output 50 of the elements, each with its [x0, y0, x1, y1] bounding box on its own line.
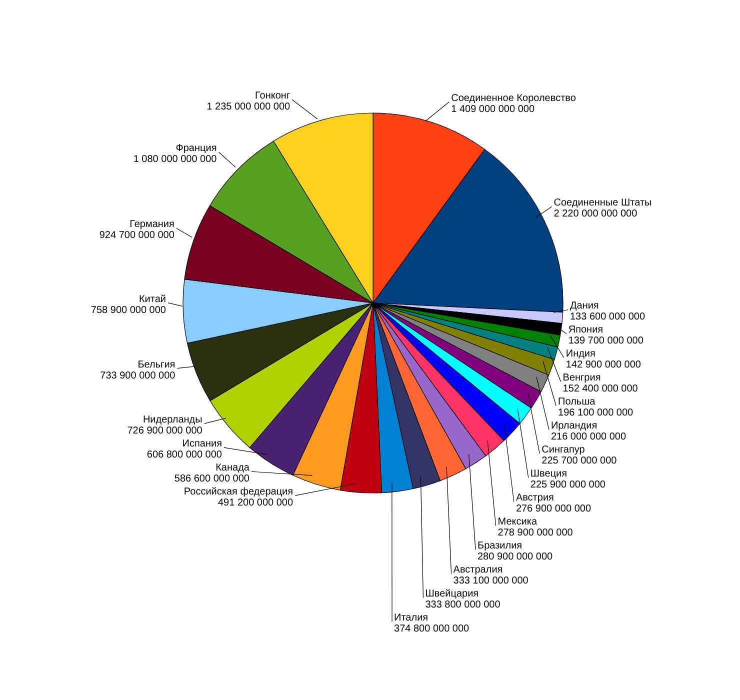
- slice-label: Франция: [176, 143, 217, 154]
- data-label: 1 235 000 000 000: [206, 102, 291, 113]
- slice-label: Российская федерация: [184, 486, 294, 498]
- slice-label: Бразилия: [478, 540, 522, 552]
- slice-label: Соединенные Штаты: [554, 198, 652, 209]
- slice-label: Швейцария: [425, 588, 479, 600]
- slice-label: Китай: [138, 294, 166, 305]
- data-label: 276 900 000 000: [516, 504, 592, 515]
- data-label: 225 900 000 000: [530, 480, 606, 491]
- data-label: 196 100 000 000: [558, 408, 634, 419]
- data-label: 133 600 000 000: [570, 312, 646, 323]
- slice-label: Италия: [394, 612, 428, 624]
- data-label: 586 600 000 000: [174, 474, 250, 485]
- slice-label: Австрия: [516, 492, 554, 504]
- slice-label: Япония: [568, 324, 604, 336]
- data-label: 225 700 000 000: [542, 456, 618, 467]
- slice-label: Австралия: [453, 564, 503, 576]
- data-label: 491 200 000 000: [218, 498, 294, 509]
- data-label: 333 100 000 000: [453, 576, 529, 587]
- slice-label: Испания: [182, 438, 222, 450]
- data-label: 139 700 000 000: [568, 336, 644, 347]
- data-label: 606 800 000 000: [146, 450, 222, 461]
- slice-label: Дания: [570, 300, 599, 312]
- data-label: 152 400 000 000: [562, 384, 638, 395]
- slice-label: Мексика: [498, 516, 538, 528]
- data-label: 1 080 000 000 000: [133, 154, 218, 166]
- slice-label: Сингапур: [542, 444, 586, 456]
- data-label: 924 700 000 000: [99, 230, 175, 242]
- data-label: 1 409 000 000 000: [451, 104, 535, 115]
- data-label: 374 800 000 000: [394, 624, 470, 635]
- slice-label: Венгрия: [562, 372, 601, 384]
- data-label: 726 900 000 000: [127, 426, 203, 437]
- slice-label: Германия: [130, 219, 174, 230]
- slice-label: Бельгия: [138, 359, 176, 370]
- data-label: 733 900 000 000: [100, 370, 176, 382]
- slice-label: Канада: [216, 462, 250, 474]
- data-label: 142 900 000 000: [566, 360, 642, 371]
- data-label: 333 800 000 000: [425, 600, 501, 611]
- slice-label: Соединенное Королевство: [451, 92, 576, 104]
- data-label: 758 900 000 000: [90, 304, 166, 316]
- data-label: 2 220 000 000 000: [554, 208, 638, 220]
- data-label: 216 000 000 000: [550, 432, 626, 443]
- slice-label: Индия: [566, 348, 596, 360]
- data-label: 278 900 000 000: [498, 528, 574, 539]
- slice-label: Польша: [558, 396, 596, 408]
- slice-label: Гонконг: [255, 90, 290, 102]
- slice-label: Нидерланды: [142, 414, 202, 426]
- slice-label: Ирландия: [550, 420, 598, 432]
- slice-label: Швеция: [530, 468, 568, 480]
- data-label: 280 900 000 000: [478, 552, 554, 563]
